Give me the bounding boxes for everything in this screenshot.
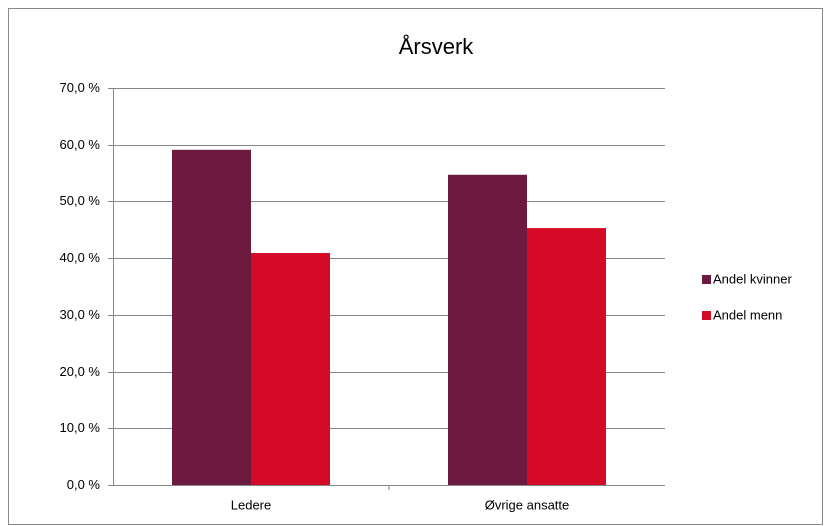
bar (527, 228, 606, 485)
x-tick-label: Ledere (231, 497, 271, 512)
chart-border (8, 8, 823, 525)
legend-swatch (702, 275, 711, 284)
y-tick-label: 0,0 % (67, 477, 101, 492)
bar (172, 149, 251, 485)
y-tick-label: 10,0 % (60, 420, 101, 435)
y-tick-label: 30,0 % (60, 307, 101, 322)
legend-label: Andel kvinner (713, 271, 792, 286)
x-tick-label: Øvrige ansatte (485, 497, 570, 512)
legend-swatch (702, 311, 711, 320)
y-tick-label: 60,0 % (60, 137, 101, 152)
bar (251, 253, 330, 485)
legend-label: Andel menn (713, 307, 782, 322)
y-tick-label: 40,0 % (60, 250, 101, 265)
y-tick-label: 70,0 % (60, 80, 101, 95)
y-tick-label: 20,0 % (60, 364, 101, 379)
bar (448, 174, 527, 485)
chart-title: Årsverk (399, 34, 475, 59)
y-tick-label: 50,0 % (60, 193, 101, 208)
